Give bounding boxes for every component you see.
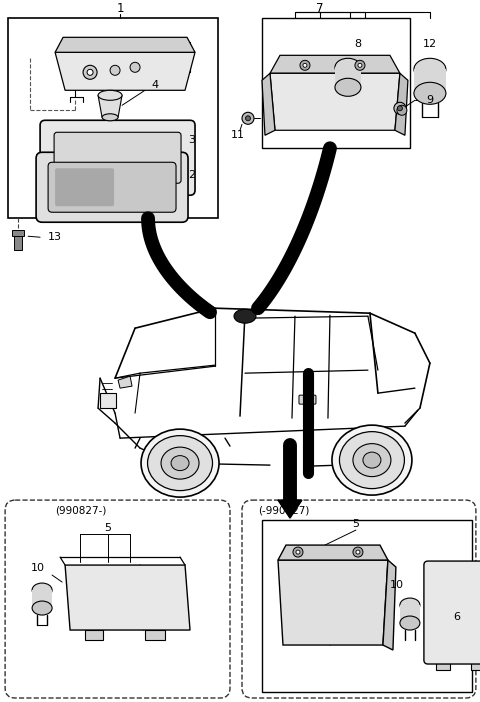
Text: 5: 5 (352, 519, 360, 529)
Polygon shape (270, 73, 400, 131)
Polygon shape (395, 73, 408, 135)
Text: 13: 13 (48, 232, 62, 242)
Circle shape (296, 550, 300, 554)
Bar (400, 605, 420, 623)
Ellipse shape (400, 598, 420, 612)
Bar (262, 520, 472, 692)
Polygon shape (55, 37, 195, 53)
Ellipse shape (353, 444, 391, 477)
Polygon shape (118, 376, 132, 388)
Bar (436, 660, 450, 670)
Circle shape (300, 60, 310, 70)
Text: 12: 12 (423, 39, 437, 49)
Text: (-990827): (-990827) (258, 505, 310, 515)
Bar (140, 42, 190, 72)
Bar (336, 570, 380, 630)
Ellipse shape (339, 432, 405, 489)
Bar (8, 18, 218, 218)
Ellipse shape (102, 114, 118, 121)
Circle shape (356, 550, 360, 554)
Polygon shape (278, 545, 388, 560)
Text: 11: 11 (231, 131, 245, 140)
FancyBboxPatch shape (55, 168, 114, 206)
Circle shape (293, 547, 303, 557)
Ellipse shape (171, 456, 189, 470)
Bar (262, 18, 410, 148)
Bar (32, 590, 52, 608)
Ellipse shape (161, 447, 199, 479)
Bar (335, 67, 361, 87)
Polygon shape (262, 73, 275, 135)
FancyBboxPatch shape (54, 132, 181, 183)
Text: 2: 2 (189, 171, 195, 180)
Circle shape (355, 60, 365, 70)
Ellipse shape (141, 429, 219, 497)
Circle shape (242, 112, 254, 124)
Polygon shape (55, 53, 195, 91)
Ellipse shape (414, 82, 446, 105)
Bar (85, 630, 103, 640)
Text: 8: 8 (354, 39, 361, 49)
Text: 5: 5 (105, 523, 111, 533)
Circle shape (353, 547, 363, 557)
Bar (330, 80, 380, 120)
Text: 3: 3 (189, 135, 195, 145)
Text: (990827-): (990827-) (55, 505, 107, 515)
Bar (14, 237, 22, 250)
Ellipse shape (363, 452, 381, 468)
Circle shape (394, 102, 406, 114)
FancyBboxPatch shape (48, 162, 176, 212)
Bar (414, 69, 446, 93)
Ellipse shape (32, 583, 52, 597)
Circle shape (87, 69, 93, 75)
Circle shape (303, 63, 307, 67)
Text: 1: 1 (116, 2, 124, 15)
Polygon shape (65, 565, 190, 630)
FancyBboxPatch shape (299, 395, 316, 404)
Ellipse shape (414, 58, 446, 80)
Bar (145, 630, 165, 640)
Ellipse shape (147, 436, 213, 491)
Ellipse shape (234, 309, 256, 323)
Bar (282, 80, 325, 120)
Circle shape (83, 65, 97, 79)
Polygon shape (270, 55, 400, 73)
Ellipse shape (400, 616, 420, 630)
Ellipse shape (335, 58, 361, 77)
Circle shape (110, 65, 120, 75)
Ellipse shape (335, 79, 361, 96)
Circle shape (397, 106, 402, 111)
Circle shape (397, 105, 407, 115)
Polygon shape (278, 500, 302, 518)
Ellipse shape (32, 601, 52, 615)
FancyBboxPatch shape (424, 561, 480, 664)
Circle shape (358, 63, 362, 67)
Polygon shape (383, 560, 396, 650)
Ellipse shape (98, 91, 122, 100)
FancyBboxPatch shape (36, 152, 188, 223)
Polygon shape (278, 560, 388, 645)
Ellipse shape (332, 425, 412, 495)
Text: 4: 4 (152, 80, 158, 91)
Text: 6: 6 (453, 612, 460, 622)
Text: 10: 10 (31, 563, 45, 573)
Bar (100, 393, 116, 408)
Text: 7: 7 (316, 2, 324, 15)
Bar (12, 230, 24, 237)
Bar (288, 570, 328, 630)
Text: 9: 9 (426, 95, 433, 105)
Circle shape (130, 62, 140, 72)
Bar (471, 660, 480, 670)
FancyBboxPatch shape (40, 120, 195, 195)
Polygon shape (98, 95, 122, 117)
Text: 10: 10 (390, 580, 404, 590)
Circle shape (245, 116, 251, 121)
